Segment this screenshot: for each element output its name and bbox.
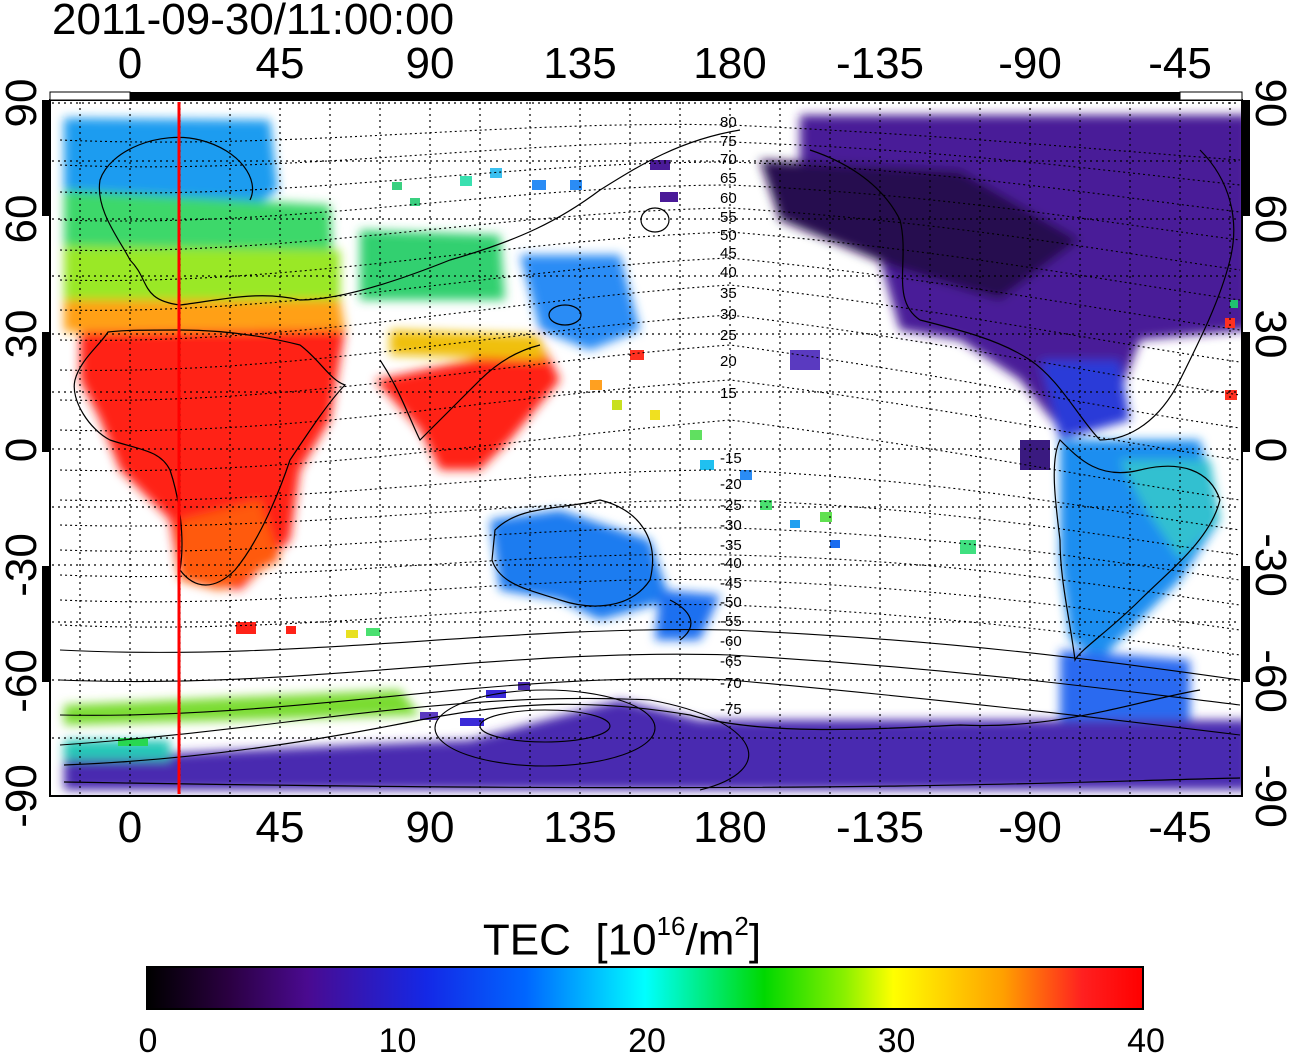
right-lat-label-0: 90 xyxy=(1246,78,1292,128)
contour-label-24: -65 xyxy=(720,653,742,670)
left-lat-label-3: 0 xyxy=(0,437,46,462)
contour-label-9: 35 xyxy=(720,285,737,302)
coastlines xyxy=(63,129,1241,789)
contour-label-13: 15 xyxy=(720,385,737,402)
colorbar-gradient xyxy=(146,966,1144,1010)
contour-label-16: -25 xyxy=(720,497,742,514)
contour-label-0: 80 xyxy=(720,114,737,131)
colorbar-title-end: ] xyxy=(748,915,762,965)
bottom-lon-label-3: 135 xyxy=(543,803,617,852)
contour-label-2: 70 xyxy=(720,151,737,168)
bottom-lon-label-4: 180 xyxy=(693,803,767,852)
plot-frame xyxy=(42,91,1250,797)
contour-label-11: 25 xyxy=(720,327,737,344)
contour-label-26: -75 xyxy=(720,701,742,718)
colorbar-tick-3: 30 xyxy=(877,1022,916,1060)
colorbar-title: TEC [1016/m2] xyxy=(462,905,782,966)
right-lat-label-5: -60 xyxy=(1246,648,1292,713)
top-lon-label-0: 0 xyxy=(117,39,143,88)
bottom-lon-label-6: -90 xyxy=(998,803,1062,852)
contour-label-6: 50 xyxy=(720,227,737,244)
top-lon-label-5: -135 xyxy=(835,39,925,88)
top-lon-label-4: 180 xyxy=(693,39,767,88)
contour-label-23: -60 xyxy=(720,633,742,650)
top-lon-label-7: -45 xyxy=(1148,39,1212,88)
timestamp-title: 2011-09-30/11:00:00 xyxy=(52,0,455,44)
tec-coverage-regions xyxy=(64,115,1242,790)
top-lon-label-3: 135 xyxy=(543,39,617,88)
right-lat-label-1: 60 xyxy=(1246,194,1292,243)
bottom-lon-label-1: 45 xyxy=(255,803,305,852)
left-lat-label-1: 60 xyxy=(0,194,46,243)
colorbar-title-exp2: 2 xyxy=(734,911,749,941)
contour-label-14: -15 xyxy=(720,450,742,467)
contour-label-17: -30 xyxy=(720,517,742,534)
left-lat-label-0: 90 xyxy=(0,78,46,128)
contour-label-12: 20 xyxy=(720,353,737,370)
contour-label-22: -55 xyxy=(720,613,742,630)
contour-label-18: -35 xyxy=(720,537,742,554)
top-lon-label-6: -90 xyxy=(998,39,1062,88)
bottom-lon-label-5: -135 xyxy=(835,803,925,852)
contour-label-15: -20 xyxy=(720,476,742,493)
contour-label-5: 55 xyxy=(720,209,737,226)
colorbar-title-prefix: TEC xyxy=(482,915,571,965)
bottom-lon-label-0: 0 xyxy=(117,803,143,852)
contour-label-25: -70 xyxy=(720,675,742,692)
right-lat-label-6: -90 xyxy=(1246,764,1292,828)
colorbar-tick-0: 0 xyxy=(138,1022,158,1060)
contour-label-20: -45 xyxy=(720,575,742,592)
contour-label-4: 60 xyxy=(720,190,737,207)
colorbar-title-exp1: 16 xyxy=(656,911,686,941)
colorbar-tick-1: 10 xyxy=(378,1022,417,1060)
right-lat-label-2: 30 xyxy=(1246,309,1292,359)
bottom-lon-label-7: -45 xyxy=(1148,803,1212,852)
right-lat-label-4: -30 xyxy=(1246,533,1292,597)
top-lon-label-2: 90 xyxy=(405,39,455,88)
magnetic-latitude-contours xyxy=(59,123,1241,791)
tec-scatter-pixels xyxy=(118,160,1238,746)
left-lat-label-5: -60 xyxy=(0,648,46,713)
colorbar-tick-4: 40 xyxy=(1127,1022,1165,1060)
contour-label-21: -50 xyxy=(720,594,742,611)
colorbar-tick-2: 20 xyxy=(628,1022,666,1060)
colorbar-title-unit: [10 xyxy=(595,915,657,965)
right-lat-label-3: 0 xyxy=(1246,437,1292,462)
contour-label-3: 65 xyxy=(720,170,737,187)
contour-label-1: 75 xyxy=(720,133,737,150)
left-lat-label-6: -90 xyxy=(0,764,46,828)
bottom-lon-label-2: 90 xyxy=(405,803,455,852)
contour-label-19: -40 xyxy=(720,555,742,572)
colorbar-title-mid: /m xyxy=(685,915,735,965)
left-lat-label-2: 30 xyxy=(0,309,46,359)
top-lon-label-1: 45 xyxy=(255,39,305,88)
contour-label-7: 45 xyxy=(720,245,737,262)
contour-label-8: 40 xyxy=(720,264,737,281)
contour-label-10: 30 xyxy=(720,306,737,323)
left-lat-label-4: -30 xyxy=(0,533,46,597)
